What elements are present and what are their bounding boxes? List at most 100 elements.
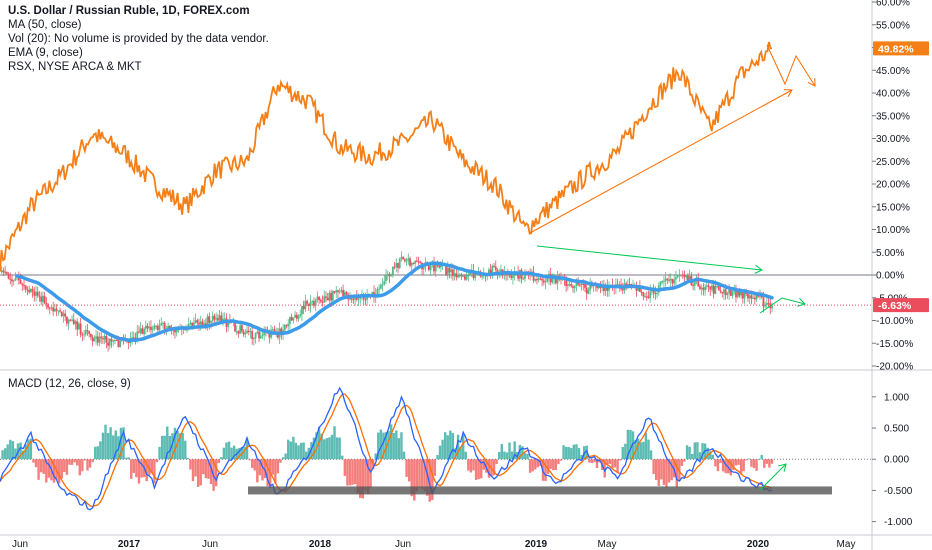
macd-histogram-bar: [289, 441, 292, 460]
macd-histogram-bar: [513, 441, 516, 460]
macd-histogram-bar: [91, 459, 94, 463]
rsx-candle-body: [410, 263, 413, 266]
macd-histogram-bar: [737, 459, 740, 465]
macd-histogram-bar: [130, 459, 133, 479]
macd-histogram-bar: [207, 459, 210, 479]
rsx-candle-body: [415, 260, 418, 262]
macd-histogram-bar: [104, 424, 107, 460]
rsx-candle-body: [427, 264, 430, 271]
rsx-candle-body: [453, 273, 456, 277]
rsx-candle-body: [680, 274, 682, 276]
macd-histogram-bar: [590, 459, 594, 463]
macd-line: [0, 386, 773, 511]
macd-histogram-bar: [647, 439, 650, 460]
rsx-candle-body: [491, 266, 494, 275]
rsx-candle-body: [148, 326, 151, 329]
macd-histogram-bar: [248, 459, 251, 461]
rsx-rebound-drawing: [759, 297, 806, 314]
macd-histogram-bar: [34, 459, 38, 468]
rsx-candle-body: [403, 259, 406, 262]
y-tick-label: -20.00%: [876, 362, 913, 373]
y-tick-label: 55.00%: [876, 20, 910, 31]
rsx-candle-body: [88, 330, 91, 334]
macd-histogram-bar: [554, 459, 558, 471]
rsx-candle-body: [621, 289, 624, 291]
rsx-candle-body: [448, 267, 451, 273]
macd-histogram-bar: [287, 439, 290, 460]
macd-histogram-bar: [603, 459, 606, 478]
macd-histogram-bar: [0, 459, 2, 461]
macd-y-tick-label: 0.500: [884, 424, 909, 435]
rsx-candle-body: [455, 273, 458, 278]
rsx-candle-body: [131, 337, 133, 339]
rsx-candle-body: [314, 299, 317, 306]
rsx-candle-body: [762, 297, 765, 307]
macd-histogram-bar: [526, 454, 529, 460]
rsx-candle-body: [316, 296, 319, 300]
macd-histogram-bar: [124, 457, 128, 460]
macd-histogram-bar: [302, 442, 305, 460]
rsx-candle-body: [72, 319, 75, 324]
rsx-candle-body: [5, 272, 8, 274]
rsx-candle-body: [343, 292, 346, 296]
macd-histogram-bar: [508, 442, 511, 460]
rsx-candle-body: [743, 290, 746, 299]
rsx-candle-body: [302, 305, 305, 310]
macd-histogram-bar: [366, 459, 370, 495]
rsx-candle-body: [33, 291, 36, 296]
macd-histogram-bar: [281, 457, 285, 460]
rsx-candle-body: [652, 289, 655, 294]
rsx-candle-body: [337, 290, 339, 293]
macd-histogram-bar: [19, 442, 22, 460]
macd-histogram-bar: [441, 439, 444, 460]
macd-histogram-bar: [549, 459, 552, 469]
macd-histogram-bar: [135, 459, 138, 478]
rsx-candle-body: [391, 266, 394, 275]
rsx-candle-body: [307, 303, 310, 307]
rsx-candle-body: [577, 282, 580, 285]
rsx-candle-body: [524, 272, 526, 279]
macd-histogram-bar: [531, 459, 534, 472]
macd-histogram-bar: [47, 459, 51, 478]
macd-histogram-bar: [163, 435, 166, 460]
macd-histogram-bar: [667, 459, 671, 483]
macd-histogram-bar: [243, 446, 246, 460]
rsx-candle-body: [299, 314, 302, 317]
rsx-candle-body: [450, 269, 453, 273]
macd-title: MACD (12, 26, close, 9): [8, 378, 131, 390]
macd-histogram-bar: [150, 459, 154, 474]
macd-histogram-bar: [299, 442, 303, 460]
macd-histogram-bar: [204, 459, 208, 479]
macd-histogram-bar: [132, 459, 136, 473]
rsx-candle-body: [402, 257, 405, 260]
macd-y-tick-label: -0.500: [884, 486, 913, 497]
rsx-candle-body: [74, 321, 77, 324]
rsx-candle-body: [697, 277, 700, 287]
rsx-candle-body: [352, 299, 355, 301]
rsx-candle-body: [196, 320, 199, 323]
macd-histogram-bar: [462, 435, 465, 460]
rsx-candle-body: [681, 274, 684, 276]
macd-histogram-bar: [544, 459, 547, 481]
macd-histogram-bar: [546, 459, 550, 474]
rsx-candle-body: [84, 330, 87, 335]
rsx-candle-body: [542, 280, 545, 283]
rsx-candle-body: [90, 333, 92, 337]
macd-histogram-bar: [384, 432, 388, 460]
macd-histogram-bar: [446, 435, 449, 460]
y-tick-label: 5.00%: [876, 248, 904, 259]
x-tick-label: 2020: [747, 539, 770, 550]
rsx-candle-body: [105, 335, 108, 343]
macd-histogram-bar: [443, 432, 447, 460]
rsx-candle-body: [235, 331, 238, 333]
rsx-candle-body: [700, 287, 703, 290]
macd-histogram-bar: [60, 459, 63, 479]
macd-histogram-bar: [577, 448, 581, 460]
macd-histogram-bar: [122, 427, 125, 460]
macd-histogram-bar: [423, 459, 426, 492]
macd-histogram-bar: [32, 459, 35, 463]
rsx-candle-body: [187, 324, 190, 328]
rsx-candle-body: [539, 278, 542, 280]
rsx-candle-body: [342, 290, 345, 296]
